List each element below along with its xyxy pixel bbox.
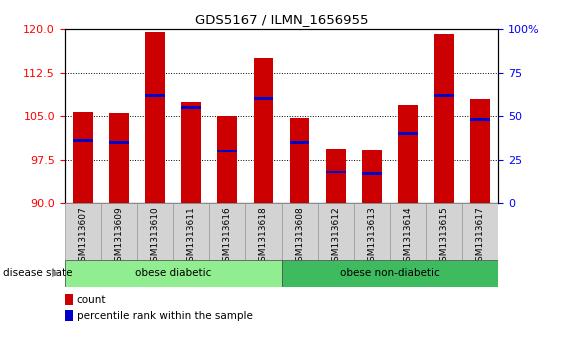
Bar <box>362 172 382 175</box>
Text: GSM1313607: GSM1313607 <box>78 206 87 267</box>
FancyBboxPatch shape <box>137 203 173 260</box>
Bar <box>65 310 73 322</box>
Bar <box>434 34 454 203</box>
FancyBboxPatch shape <box>426 203 462 260</box>
Text: GSM1313616: GSM1313616 <box>223 206 232 267</box>
Bar <box>362 150 382 203</box>
FancyBboxPatch shape <box>65 203 101 260</box>
Text: disease state: disease state <box>3 268 72 278</box>
Bar <box>470 118 490 121</box>
Bar <box>109 141 129 144</box>
Bar <box>73 139 93 142</box>
FancyBboxPatch shape <box>354 203 390 260</box>
Bar <box>398 105 418 203</box>
Bar <box>145 32 165 203</box>
FancyBboxPatch shape <box>282 203 318 260</box>
Text: obese non-diabetic: obese non-diabetic <box>340 268 440 278</box>
FancyBboxPatch shape <box>462 203 498 260</box>
FancyBboxPatch shape <box>245 203 282 260</box>
Bar <box>289 141 310 144</box>
FancyBboxPatch shape <box>209 203 245 260</box>
Bar <box>217 116 237 203</box>
Bar <box>326 149 346 203</box>
Title: GDS5167 / ILMN_1656955: GDS5167 / ILMN_1656955 <box>195 13 368 26</box>
Bar <box>181 102 201 203</box>
FancyBboxPatch shape <box>318 203 354 260</box>
Text: GSM1313610: GSM1313610 <box>150 206 159 267</box>
Bar <box>434 94 454 97</box>
FancyBboxPatch shape <box>173 203 209 260</box>
FancyBboxPatch shape <box>390 203 426 260</box>
Bar <box>73 111 93 203</box>
Bar <box>109 113 129 203</box>
Text: GSM1313608: GSM1313608 <box>295 206 304 267</box>
Text: GSM1313611: GSM1313611 <box>187 206 196 267</box>
Bar <box>470 99 490 203</box>
Text: GSM1313613: GSM1313613 <box>367 206 376 267</box>
Bar <box>398 132 418 135</box>
Bar <box>145 94 165 97</box>
FancyBboxPatch shape <box>282 260 498 287</box>
Bar <box>65 294 73 305</box>
Text: GSM1313617: GSM1313617 <box>476 206 485 267</box>
FancyBboxPatch shape <box>65 260 282 287</box>
Text: percentile rank within the sample: percentile rank within the sample <box>77 311 253 321</box>
FancyBboxPatch shape <box>101 203 137 260</box>
Bar <box>181 106 201 109</box>
Bar <box>253 58 274 203</box>
Text: GSM1313609: GSM1313609 <box>114 206 123 267</box>
Bar <box>326 171 346 173</box>
Bar <box>217 150 237 152</box>
Text: GSM1313614: GSM1313614 <box>404 206 413 267</box>
Text: GSM1313612: GSM1313612 <box>331 206 340 267</box>
Bar <box>253 97 274 100</box>
Text: ▶: ▶ <box>52 268 59 278</box>
Bar <box>289 118 310 203</box>
Text: count: count <box>77 294 106 305</box>
Text: obese diabetic: obese diabetic <box>135 268 211 278</box>
Text: GSM1313618: GSM1313618 <box>259 206 268 267</box>
Text: GSM1313615: GSM1313615 <box>440 206 449 267</box>
